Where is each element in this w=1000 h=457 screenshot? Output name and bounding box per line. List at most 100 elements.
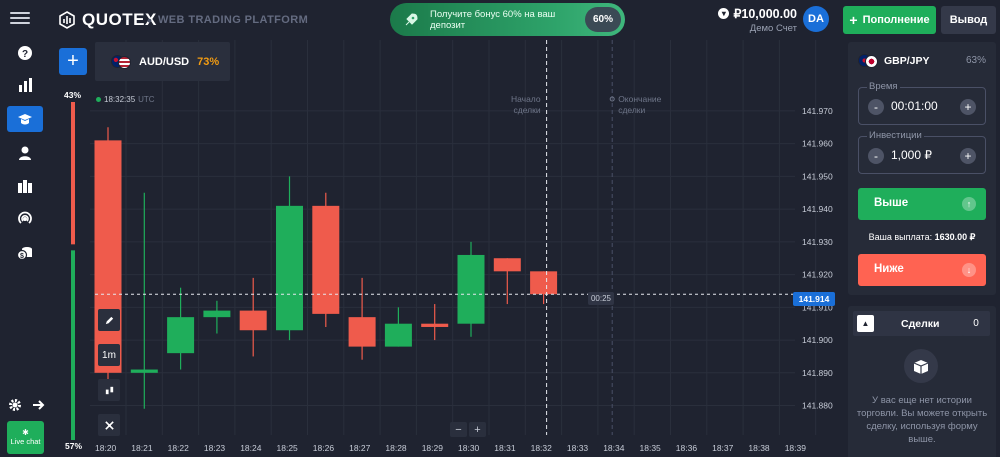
up-button[interactable]: Выше ↑	[858, 188, 986, 220]
avatar[interactable]: DA	[803, 6, 829, 32]
account-type: Демо Счет	[749, 23, 797, 34]
investment-value[interactable]: 1,000 ₽	[891, 148, 932, 162]
x-tick-label: 18:34	[603, 443, 625, 453]
top-bar: QUOTEX • WEB TRADING PLATFORM Получите б…	[0, 0, 1000, 40]
zoom-out-button[interactable]: −	[450, 422, 467, 437]
indicators-button[interactable]	[98, 414, 120, 436]
trade-panel: GBP/JPY 63% Время - 00:01:00 + Инвестици…	[848, 42, 996, 295]
logo-text: QUOTEX	[82, 10, 157, 29]
y-tick-label: 141.960	[802, 139, 833, 149]
time-label: Время	[867, 81, 900, 92]
collapse-icon[interactable]: ▲	[857, 315, 874, 332]
draw-tool-button[interactable]	[98, 309, 120, 331]
arrow-down-icon: ↓	[962, 263, 976, 277]
candle-body	[348, 317, 376, 347]
deal-end-marker	[609, 96, 615, 102]
chart-type-button[interactable]	[98, 379, 120, 401]
trades-panel: ▲ Сделки 0 У вас еще нет истории торговл…	[848, 306, 996, 457]
y-tick-label: 141.880	[802, 401, 833, 411]
candle-body	[421, 323, 449, 327]
settings-icon[interactable]	[8, 398, 22, 412]
x-tick-label: 18:27	[349, 443, 371, 453]
deposit-button[interactable]: + Пополнение	[843, 6, 936, 34]
balance-selector[interactable]: ▾ ₽10,000.00 Демо Счет	[718, 6, 797, 34]
candlestick-chart[interactable]: 18:20 18:21 18:22 18:23 18:24 18:25 18:26 18:27…	[50, 40, 840, 457]
sidebar-item-education[interactable]	[7, 106, 43, 132]
svg-text:$: $	[20, 253, 24, 260]
candle-body	[203, 310, 231, 318]
timeframe-button[interactable]: 1m	[98, 344, 120, 366]
x-tick-label: 18:30	[458, 443, 480, 453]
down-button[interactable]: Ниже ↓	[858, 254, 986, 286]
chat-icon: ✱	[22, 427, 29, 437]
balance-row: ▾ ₽10,000.00	[718, 6, 797, 21]
candle-body	[312, 205, 340, 314]
logo[interactable]: QUOTEX	[58, 10, 157, 30]
candle-body	[94, 140, 122, 373]
deal-start-label: сделки	[514, 105, 541, 115]
empty-trades-text: У вас еще нет истории торговли. Вы может…	[856, 395, 988, 445]
candle-body	[530, 271, 558, 295]
trades-count: 0	[962, 311, 990, 336]
investment-decrease-button[interactable]: -	[868, 148, 884, 164]
x-tick-label: 18:38	[748, 443, 770, 453]
sentiment-bar-down	[71, 102, 75, 245]
asset-tab[interactable]: AUD/USD 73%	[95, 42, 230, 81]
y-tick-label: 141.930	[802, 237, 833, 247]
asset-payout: 73%	[197, 55, 220, 68]
stats-icon	[19, 78, 32, 92]
time-increase-button[interactable]: +	[960, 99, 976, 115]
coins-icon: $	[17, 247, 32, 261]
trades-header[interactable]: ▲ Сделки	[853, 311, 964, 336]
investment-increase-button[interactable]: +	[960, 148, 976, 164]
sidebar-bottom	[8, 398, 46, 412]
sidebar-item-market[interactable]	[7, 173, 43, 199]
y-tick-label: 141.950	[802, 171, 833, 181]
x-tick-label: 18:32	[531, 443, 553, 453]
y-tick-label: 141.920	[802, 270, 833, 280]
promo-banner[interactable]: Получите бонус 60% на ваш депозит 60%	[390, 3, 625, 36]
sidebar-item-help[interactable]: ?	[7, 40, 43, 66]
education-icon	[18, 114, 32, 125]
menu-icon[interactable]	[10, 9, 30, 27]
live-chat-button[interactable]: ✱ Live chat	[7, 421, 44, 454]
sidebar-item-stats[interactable]	[7, 72, 43, 98]
withdraw-button[interactable]: Вывод	[941, 6, 996, 34]
y-tick-label: 141.940	[802, 204, 833, 214]
rocket-icon	[398, 7, 424, 33]
profile-icon	[19, 146, 31, 160]
logo-divider: •	[147, 12, 152, 28]
chevron-down-icon: ▾	[718, 8, 730, 19]
sentiment-bar-up	[71, 250, 75, 440]
x-tick-label: 18:29	[422, 443, 444, 453]
x-tick-label: 18:24	[240, 443, 262, 453]
server-time-value: 18:32:35	[104, 95, 136, 104]
deposit-label: Пополнение	[862, 14, 930, 26]
zoom-in-button[interactable]: +	[469, 422, 486, 437]
x-tick-label: 18:36	[676, 443, 698, 453]
sidebar-item-signals[interactable]	[7, 206, 43, 232]
logout-icon[interactable]	[32, 398, 46, 412]
sidebar-item-coins[interactable]: $	[7, 240, 43, 266]
time-value[interactable]: 00:01:00	[891, 99, 938, 113]
candles-icon	[105, 386, 113, 394]
sentiment-up-pct: 43%	[64, 90, 82, 100]
payout: Ваша выплата: 1630.00 ₽	[848, 232, 996, 243]
add-asset-button[interactable]: +	[59, 48, 87, 75]
balance-amount: ₽10,000.00	[733, 7, 797, 21]
help-icon: ?	[18, 46, 32, 60]
candle-body	[493, 258, 521, 272]
candle-body	[384, 323, 412, 347]
panel-asset[interactable]: GBP/JPY	[858, 54, 930, 68]
time-decrease-button[interactable]: -	[868, 99, 884, 115]
promo-text: Получите бонус 60% на ваш депозит	[430, 8, 556, 31]
x-tick-label: 18:35	[640, 443, 662, 453]
panel-asset-name: GBP/JPY	[884, 55, 930, 67]
payout-label: Ваша выплата:	[868, 232, 933, 242]
live-dot-icon	[96, 97, 101, 102]
chart-area[interactable]: 18:20 18:21 18:22 18:23 18:24 18:25 18:26 18:27…	[50, 40, 840, 457]
up-label: Выше	[874, 197, 909, 209]
y-tick-label: 141.970	[802, 106, 833, 116]
sidebar-item-profile[interactable]	[7, 140, 43, 166]
